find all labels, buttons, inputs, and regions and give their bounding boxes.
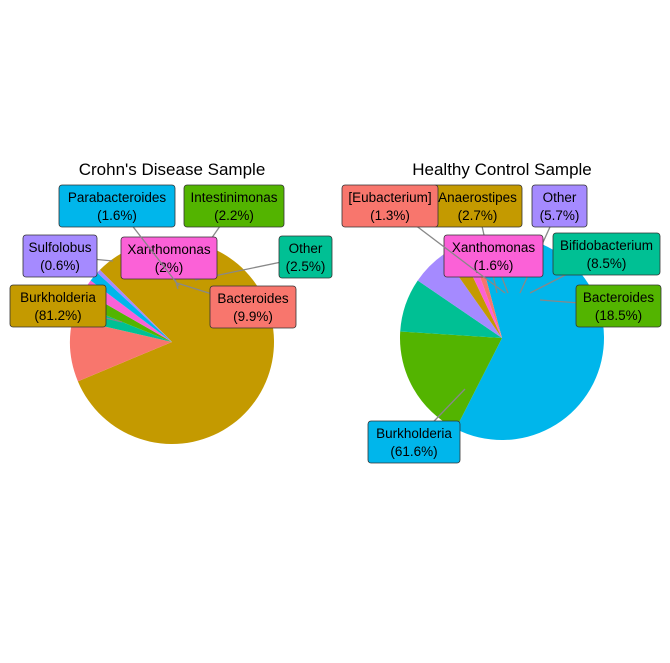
label-box bbox=[22, 234, 98, 278]
slice-percent: (81.2%) bbox=[34, 308, 81, 323]
pie-slice-bifidobacterium bbox=[400, 280, 502, 338]
label-box bbox=[367, 420, 461, 464]
slice-label-other: Other (2.5%) bbox=[194, 235, 333, 281]
slice-label-bifidobacterium: Bifidobacterium (8.5%) bbox=[529, 232, 661, 294]
slice-label-parabacteroides: Parabacteroides (1.6%) bbox=[58, 184, 180, 287]
slice-name: Other bbox=[543, 190, 577, 205]
pie-chart-1: Crohn's Disease Sample Burkholderia (81.2%… bbox=[9, 160, 333, 444]
slice-label-eubacterium: [Eubacterium] (1.3%) bbox=[341, 184, 506, 294]
pie-slice-parabacteroides bbox=[90, 272, 172, 342]
slice-name: Bifidobacterium bbox=[560, 238, 653, 253]
slice-name: Other bbox=[289, 241, 323, 256]
slice-label-xanthomonas: Xanthomonas (1.6%) bbox=[443, 234, 544, 294]
slice-label-sulfolobus: Sulfolobus (0.6%) bbox=[22, 234, 114, 278]
label-box bbox=[531, 184, 588, 228]
slice-percent: (0.6%) bbox=[40, 258, 80, 273]
slice-percent: (2.2%) bbox=[214, 208, 254, 223]
label-box bbox=[183, 184, 285, 228]
slice-label-burkholderia: Burkholderia (81.2%) bbox=[9, 284, 123, 328]
slice-name: Bacteroides bbox=[217, 291, 289, 306]
pie-slice-other bbox=[417, 254, 502, 338]
slice-label-anaerostipes: Anaerostipes (2.7%) bbox=[432, 184, 523, 294]
slice-name: Bacteroides bbox=[583, 290, 655, 305]
slice-name: Parabacteroides bbox=[68, 190, 167, 205]
pie-slice-burkholderia bbox=[455, 236, 604, 440]
slice-label-other: Other (5.7%) bbox=[519, 184, 588, 294]
slice-percent: (2.7%) bbox=[458, 208, 498, 223]
pie-slice-bacteroides bbox=[70, 319, 172, 382]
label-box bbox=[443, 234, 544, 278]
label-box bbox=[341, 184, 439, 228]
slice-label-bacteroides: Bacteroides (18.5%) bbox=[539, 284, 662, 328]
slice-percent: (1.3%) bbox=[370, 208, 410, 223]
slice-name: Intestinimonas bbox=[190, 190, 277, 205]
label-box bbox=[552, 232, 661, 276]
pie-slice-sulfolobus bbox=[97, 269, 172, 342]
slice-name: [Eubacterium] bbox=[348, 190, 431, 205]
pie-slice-bacteroides bbox=[400, 331, 502, 429]
slice-name: Burkholderia bbox=[376, 426, 452, 441]
label-box bbox=[120, 236, 218, 280]
slice-percent: (2.5%) bbox=[286, 259, 326, 274]
slice-percent: (61.6%) bbox=[390, 444, 437, 459]
slice-percent: (1.6%) bbox=[97, 208, 137, 223]
slice-percent: (8.5%) bbox=[587, 256, 627, 271]
slice-percent: (18.5%) bbox=[595, 308, 642, 323]
label-box bbox=[278, 235, 333, 279]
slice-name: Xanthomonas bbox=[127, 242, 211, 257]
slice-name: Anaerostipes bbox=[438, 190, 517, 205]
slice-percent: (5.7%) bbox=[540, 208, 580, 223]
slice-label-burkholderia: Burkholderia (61.6%) bbox=[367, 388, 466, 464]
slice-name: Burkholderia bbox=[20, 290, 96, 305]
pie-slices bbox=[400, 236, 604, 440]
slice-percent: (9.9%) bbox=[233, 309, 273, 324]
slice-label-bacteroides: Bacteroides (9.9%) bbox=[176, 282, 297, 329]
slice-percent: (1.6%) bbox=[474, 258, 514, 273]
pie-chart-2: Healthy Control Sample Burkholderia (61.6%… bbox=[341, 160, 662, 464]
chart-title: Crohn's Disease Sample bbox=[79, 160, 266, 179]
label-box bbox=[9, 284, 107, 328]
slice-label-intestinimonas: Intestinimonas (2.2%) bbox=[183, 184, 285, 276]
slice-name: Sulfolobus bbox=[28, 240, 91, 255]
label-box bbox=[575, 284, 662, 328]
slice-name: Xanthomonas bbox=[452, 240, 536, 255]
chart-title: Healthy Control Sample bbox=[412, 160, 592, 179]
label-box bbox=[209, 285, 297, 329]
label-box bbox=[58, 184, 176, 228]
